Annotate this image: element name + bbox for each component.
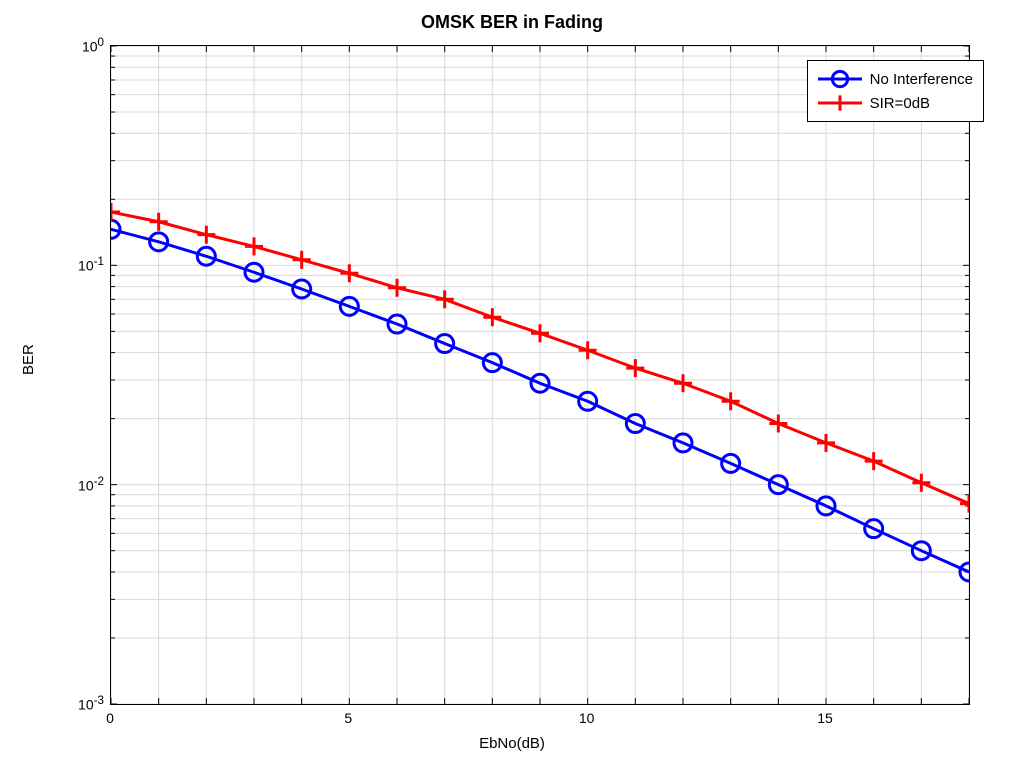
legend-entry-1: SIR=0dB	[818, 91, 973, 115]
x-tick-label: 5	[328, 710, 368, 726]
x-tick-label: 15	[805, 710, 845, 726]
legend-swatch-1	[818, 93, 862, 113]
legend-label-1: SIR=0dB	[870, 95, 930, 112]
plot-svg	[111, 46, 969, 704]
plot-area	[110, 45, 970, 705]
legend-swatch-0	[818, 69, 862, 89]
y-tick-label: 10-2	[24, 475, 104, 494]
y-axis-label: BER	[20, 344, 37, 375]
chart-title: OMSK BER in Fading	[0, 12, 1024, 33]
legend-label-0: No Interference	[870, 71, 973, 88]
x-tick-label: 10	[567, 710, 607, 726]
legend-entry-0: No Interference	[818, 67, 973, 91]
y-tick-label: 100	[24, 36, 104, 55]
x-tick-label: 0	[90, 710, 130, 726]
x-axis-label: EbNo(dB)	[0, 735, 1024, 752]
chart-container: OMSK BER in Fading BER EbNo(dB) 10010-11…	[0, 0, 1024, 768]
y-tick-label: 10-1	[24, 255, 104, 274]
legend: No Interference SIR=0dB	[807, 60, 984, 122]
